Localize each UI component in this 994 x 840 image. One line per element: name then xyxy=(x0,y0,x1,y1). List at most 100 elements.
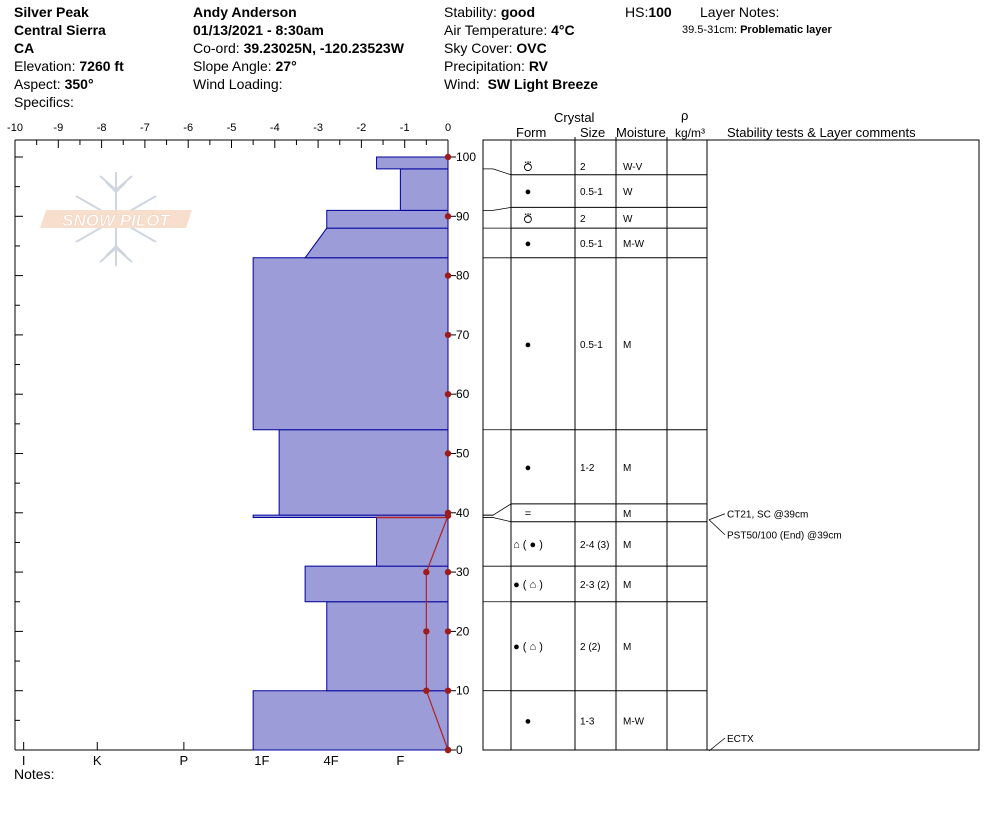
observer-name: Andy Anderson xyxy=(193,4,297,20)
layer-moisture: M xyxy=(623,509,631,520)
height-tick-label: 50 xyxy=(456,447,470,461)
layer-form-symbol: = xyxy=(525,508,531,520)
air-temp-label: Air Temperature: xyxy=(444,22,548,38)
sky-label: Sky Cover: xyxy=(444,40,513,56)
layer-size: 0.5-1 xyxy=(580,187,603,198)
layer-form-symbol: ● ( ⌂ ) xyxy=(513,579,543,591)
height-tick-label: 60 xyxy=(456,387,470,401)
snow-height: HS:100 xyxy=(625,4,672,20)
stability-connector xyxy=(708,513,726,521)
wind-loading-label: Wind Loading: xyxy=(193,76,283,92)
hardness-tick-label: 4F xyxy=(324,753,339,768)
hardness-tick-label: F xyxy=(396,753,404,768)
layer-size: 1-2 xyxy=(580,463,595,474)
stability-connector xyxy=(708,737,726,752)
state: CA xyxy=(14,40,35,56)
temp-tick-label: -7 xyxy=(140,122,150,134)
density-unit-header: kg/m³ xyxy=(675,126,705,140)
hardness-layer xyxy=(376,517,449,567)
stability-value: good xyxy=(500,4,536,20)
wind-value: SW Light Breeze xyxy=(487,76,599,92)
hs-label: HS: xyxy=(625,4,649,20)
layer-size: 2 (2) xyxy=(580,642,601,653)
temp-tick-label: -10 xyxy=(7,122,23,134)
hardness-layer xyxy=(399,168,449,211)
slope-value: 27° xyxy=(275,58,297,74)
stability-test-text: ECTX xyxy=(727,734,754,745)
layer-note-text: Problematic layer xyxy=(740,24,832,36)
wind: Wind: SW Light Breeze xyxy=(444,76,598,92)
layer-form-symbol: ● xyxy=(525,238,532,250)
temperature-point xyxy=(423,568,430,576)
precip-label: Precipitation: xyxy=(444,58,525,74)
layer-note: 39.5-31cm: Problematic layer xyxy=(682,24,832,37)
crystal-header: Crystal xyxy=(554,110,595,125)
hardness-layer xyxy=(252,257,449,431)
temp-tick-label: -8 xyxy=(97,122,107,134)
layer-form-symbol: ● xyxy=(525,339,532,351)
layer-form-symbol: ● xyxy=(525,715,532,727)
sky-value: OVC xyxy=(516,40,547,56)
location-name: Silver Peak xyxy=(14,4,89,20)
elevation-label: Elevation: xyxy=(14,58,76,74)
height-tick-label: 0 xyxy=(456,743,463,757)
layer-moisture: W xyxy=(623,214,633,225)
stability-label: Stability: xyxy=(444,4,497,20)
hardness-layer xyxy=(278,429,449,516)
precipitation: Precipitation: RV xyxy=(444,58,548,74)
depth-marker xyxy=(444,391,452,398)
elevation-value: 7260 ft xyxy=(79,58,124,74)
snowpilot-logo: SNOW PILOT xyxy=(40,172,192,266)
height-tick-label: 40 xyxy=(456,506,470,520)
temp-tick-label: -9 xyxy=(53,122,63,134)
layer-form-symbol: ⛣ xyxy=(523,213,534,225)
depth-marker xyxy=(444,331,452,339)
layer-notes-label: Layer Notes: xyxy=(700,4,780,20)
layer-size: 0.5-1 xyxy=(580,239,603,250)
layer-moisture: M xyxy=(623,540,631,551)
temp-tick-label: -1 xyxy=(400,122,410,134)
mountain-range: Central Sierra xyxy=(14,22,106,38)
hardness-profile xyxy=(252,156,449,751)
temperature-point xyxy=(423,628,430,635)
hardness-tick-label: 1F xyxy=(254,753,269,768)
logo-banner xyxy=(40,210,192,228)
height-tick-label: 70 xyxy=(456,328,470,342)
layer-moisture: M xyxy=(623,463,631,474)
hardness-tick-label: P xyxy=(180,753,189,768)
depth-connector xyxy=(483,503,512,516)
depth-marker xyxy=(444,746,452,754)
depth-connector xyxy=(483,207,512,211)
depth-marker xyxy=(444,450,452,457)
stability-test-text: PST50/100 (End) @39cm xyxy=(727,531,842,542)
height-tick-label: 10 xyxy=(456,684,470,698)
height-tick-label: 20 xyxy=(456,624,470,638)
aspect: Aspect: 350° xyxy=(14,76,94,92)
layer-size: 2-4 (3) xyxy=(580,540,609,551)
hs-value: 100 xyxy=(648,4,672,20)
layer-form-symbol: ● xyxy=(525,186,532,198)
wind-label: Wind: xyxy=(444,76,480,92)
elevation: Elevation: 7260 ft xyxy=(14,58,124,74)
temp-tick-label: 0 xyxy=(445,122,451,134)
layer-form-symbol: ● xyxy=(525,462,532,474)
depth-connector xyxy=(483,168,512,176)
specifics-label: Specifics: xyxy=(14,94,74,110)
layer-moisture: M xyxy=(623,642,631,653)
layer-note-range: 39.5-31cm: xyxy=(682,24,738,36)
logo-text: SNOW PILOT xyxy=(62,211,171,230)
temp-tick-label: -2 xyxy=(357,122,367,134)
form-header: Form xyxy=(516,125,547,140)
precip-value: RV xyxy=(528,58,549,74)
air-temperature: Air Temperature: 4°C xyxy=(444,22,575,38)
rho-header: ρ xyxy=(681,108,689,123)
height-tick-label: 90 xyxy=(456,209,470,223)
depth-marker xyxy=(444,628,452,635)
height-tick-label: 80 xyxy=(456,269,470,283)
depth-marker xyxy=(444,687,452,694)
hardness-tick-label: K xyxy=(93,753,102,768)
height-tick-label: 30 xyxy=(456,565,470,579)
observation-datetime: 01/13/2021 - 8:30am xyxy=(193,22,324,38)
depth-marker xyxy=(444,272,452,279)
